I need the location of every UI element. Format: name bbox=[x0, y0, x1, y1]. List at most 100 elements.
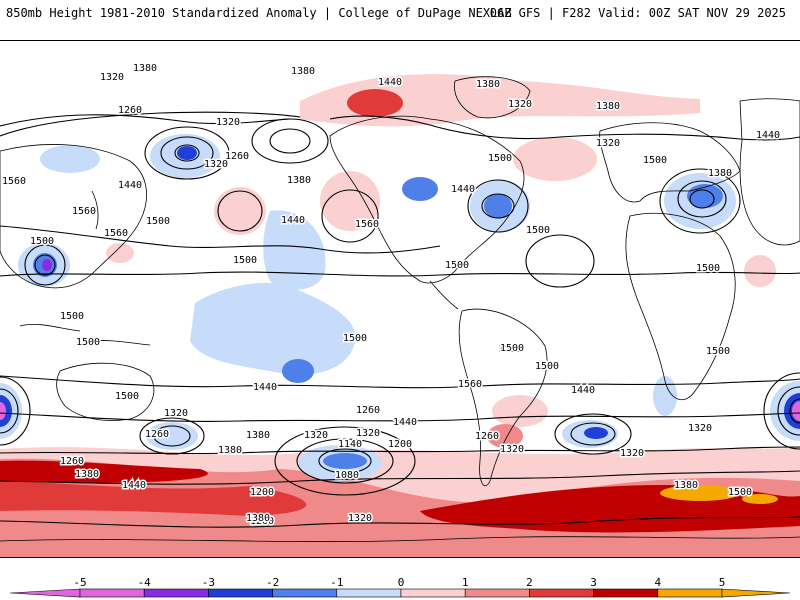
contour-eu-low-3 bbox=[689, 189, 715, 209]
height-label: 1260 bbox=[250, 516, 274, 527]
height-label: 1440 bbox=[571, 385, 595, 396]
anomaly-positive-atlantic bbox=[513, 137, 597, 181]
height-label: 1440 bbox=[378, 77, 402, 88]
contour-nz-low bbox=[139, 417, 205, 455]
colorbar-tick-label: -1 bbox=[330, 576, 344, 589]
height-label: 1500 bbox=[115, 391, 139, 402]
contour-edge-west-low bbox=[0, 376, 31, 446]
colorbar-cell bbox=[529, 588, 594, 598]
contour-edge-east-low bbox=[763, 372, 800, 450]
contour-edge-east-low-2 bbox=[777, 386, 800, 436]
height-label: 1320 bbox=[204, 159, 228, 170]
height-label: 1260 bbox=[145, 429, 169, 440]
contour-aleutian-low-3 bbox=[174, 144, 200, 162]
height-label: 1500 bbox=[535, 361, 559, 372]
anomaly-negative-us-central bbox=[402, 177, 438, 201]
height-label: 1260 bbox=[225, 151, 249, 162]
height-label: 1380 bbox=[596, 101, 620, 112]
colorbar-tick-label: -3 bbox=[201, 576, 216, 589]
height-label: 1380 bbox=[708, 168, 732, 179]
height-label: 1140 bbox=[338, 439, 362, 450]
anomaly-negative-s-pacific-low-core bbox=[323, 453, 367, 469]
height-label: 1260 bbox=[60, 456, 84, 467]
contour-1500-south bbox=[0, 375, 800, 389]
colorbar-tick-label: 3 bbox=[590, 576, 597, 589]
height-label: 1560 bbox=[458, 379, 482, 390]
height-label: 1440 bbox=[281, 215, 305, 226]
colorbar-cell bbox=[208, 588, 273, 598]
height-label: 1320 bbox=[100, 72, 124, 83]
height-label: 1320 bbox=[508, 99, 532, 110]
anomaly-shading bbox=[0, 74, 800, 557]
colorbar bbox=[9, 588, 791, 598]
colorbar-tick-label: 5 bbox=[718, 576, 726, 589]
anomaly-positive-band-south-5 bbox=[0, 481, 307, 516]
anomaly-negative-japan bbox=[40, 145, 100, 173]
colorbar-tick-label: -4 bbox=[137, 576, 151, 589]
height-label: 1440 bbox=[451, 184, 475, 195]
coast-australia bbox=[56, 362, 155, 421]
contour-1440-south bbox=[0, 412, 800, 422]
height-label: 1500 bbox=[60, 311, 84, 322]
coast-antarctica bbox=[0, 536, 800, 542]
height-label: 1080 bbox=[335, 470, 359, 481]
height-label: 1560 bbox=[355, 219, 379, 230]
height-label: 1500 bbox=[643, 155, 667, 166]
height-label: 1500 bbox=[526, 225, 550, 236]
anomaly-negative-indian-ocean bbox=[653, 376, 677, 416]
colorbar-tick-label: 0 bbox=[397, 576, 405, 589]
anomaly-positive-s-atlantic bbox=[492, 395, 548, 427]
height-label: 1320 bbox=[348, 513, 372, 524]
height-label: 1560 bbox=[2, 176, 26, 187]
coast-central-america bbox=[429, 280, 459, 310]
anomaly-positive-band-south-3 bbox=[0, 460, 208, 483]
height-label: 1500 bbox=[76, 337, 100, 348]
height-label: 1500 bbox=[445, 260, 469, 271]
height-label: 1380 bbox=[246, 513, 270, 524]
contour-pac-high bbox=[217, 190, 263, 232]
height-label: 1500 bbox=[146, 216, 170, 227]
height-label: 1320 bbox=[216, 117, 240, 128]
height-label: 1380 bbox=[291, 66, 315, 77]
height-label: 1440 bbox=[756, 130, 780, 141]
height-label: 1260 bbox=[356, 405, 380, 416]
contour-typhoon bbox=[24, 244, 66, 286]
height-label: 1380 bbox=[287, 175, 311, 186]
height-label: 1440 bbox=[122, 480, 146, 491]
height-label: 1500 bbox=[500, 343, 524, 354]
height-label: 1560 bbox=[104, 228, 128, 239]
contour-1500-mid bbox=[0, 271, 800, 277]
height-label: 1440 bbox=[253, 382, 277, 393]
anomaly-plus5-patch bbox=[660, 485, 740, 501]
height-contours bbox=[0, 111, 800, 528]
colorbar-cell bbox=[272, 588, 338, 598]
anomaly-plus5-patch-2 bbox=[742, 494, 778, 504]
anomaly-negative-edge-east-deep bbox=[792, 401, 800, 421]
contour-us-low-2 bbox=[481, 193, 515, 219]
contour-nz-low-2 bbox=[153, 425, 191, 447]
anomaly-positive-pacific-nw bbox=[214, 187, 266, 235]
colorbar-tick-label: -5 bbox=[73, 576, 87, 589]
anomaly-negative-typhoon-3 bbox=[42, 259, 52, 271]
coast-greenland bbox=[454, 76, 531, 119]
height-label: 1320 bbox=[304, 430, 328, 441]
anomaly-positive-argentina bbox=[487, 424, 523, 448]
colorbar-tick-label: 2 bbox=[526, 576, 533, 589]
anomaly-negative-s-pacific bbox=[282, 359, 314, 383]
colorbar-tick-label: 4 bbox=[654, 576, 662, 589]
anomaly-negative-aleutian-core bbox=[177, 146, 197, 160]
map-panel[interactable]: 1380 1320 1260 1320 1380 1440 1380 1320 1320 1380… bbox=[0, 40, 800, 558]
anomaly-positive-greenland bbox=[347, 89, 403, 117]
anomaly-negative-s-atlantic-low-core bbox=[584, 427, 608, 439]
anomaly-negative-central-pacific bbox=[190, 282, 356, 375]
contour-1380-north bbox=[0, 111, 301, 137]
height-label: 1380 bbox=[133, 63, 157, 74]
height-label: 1320 bbox=[500, 444, 524, 455]
coast-africa bbox=[625, 213, 736, 401]
coast-asia-east bbox=[739, 98, 800, 246]
colorbar-cell bbox=[657, 588, 723, 598]
colorbar-cell bbox=[79, 588, 145, 598]
height-label: 1500 bbox=[706, 346, 730, 357]
coast-indonesia bbox=[19, 323, 151, 346]
